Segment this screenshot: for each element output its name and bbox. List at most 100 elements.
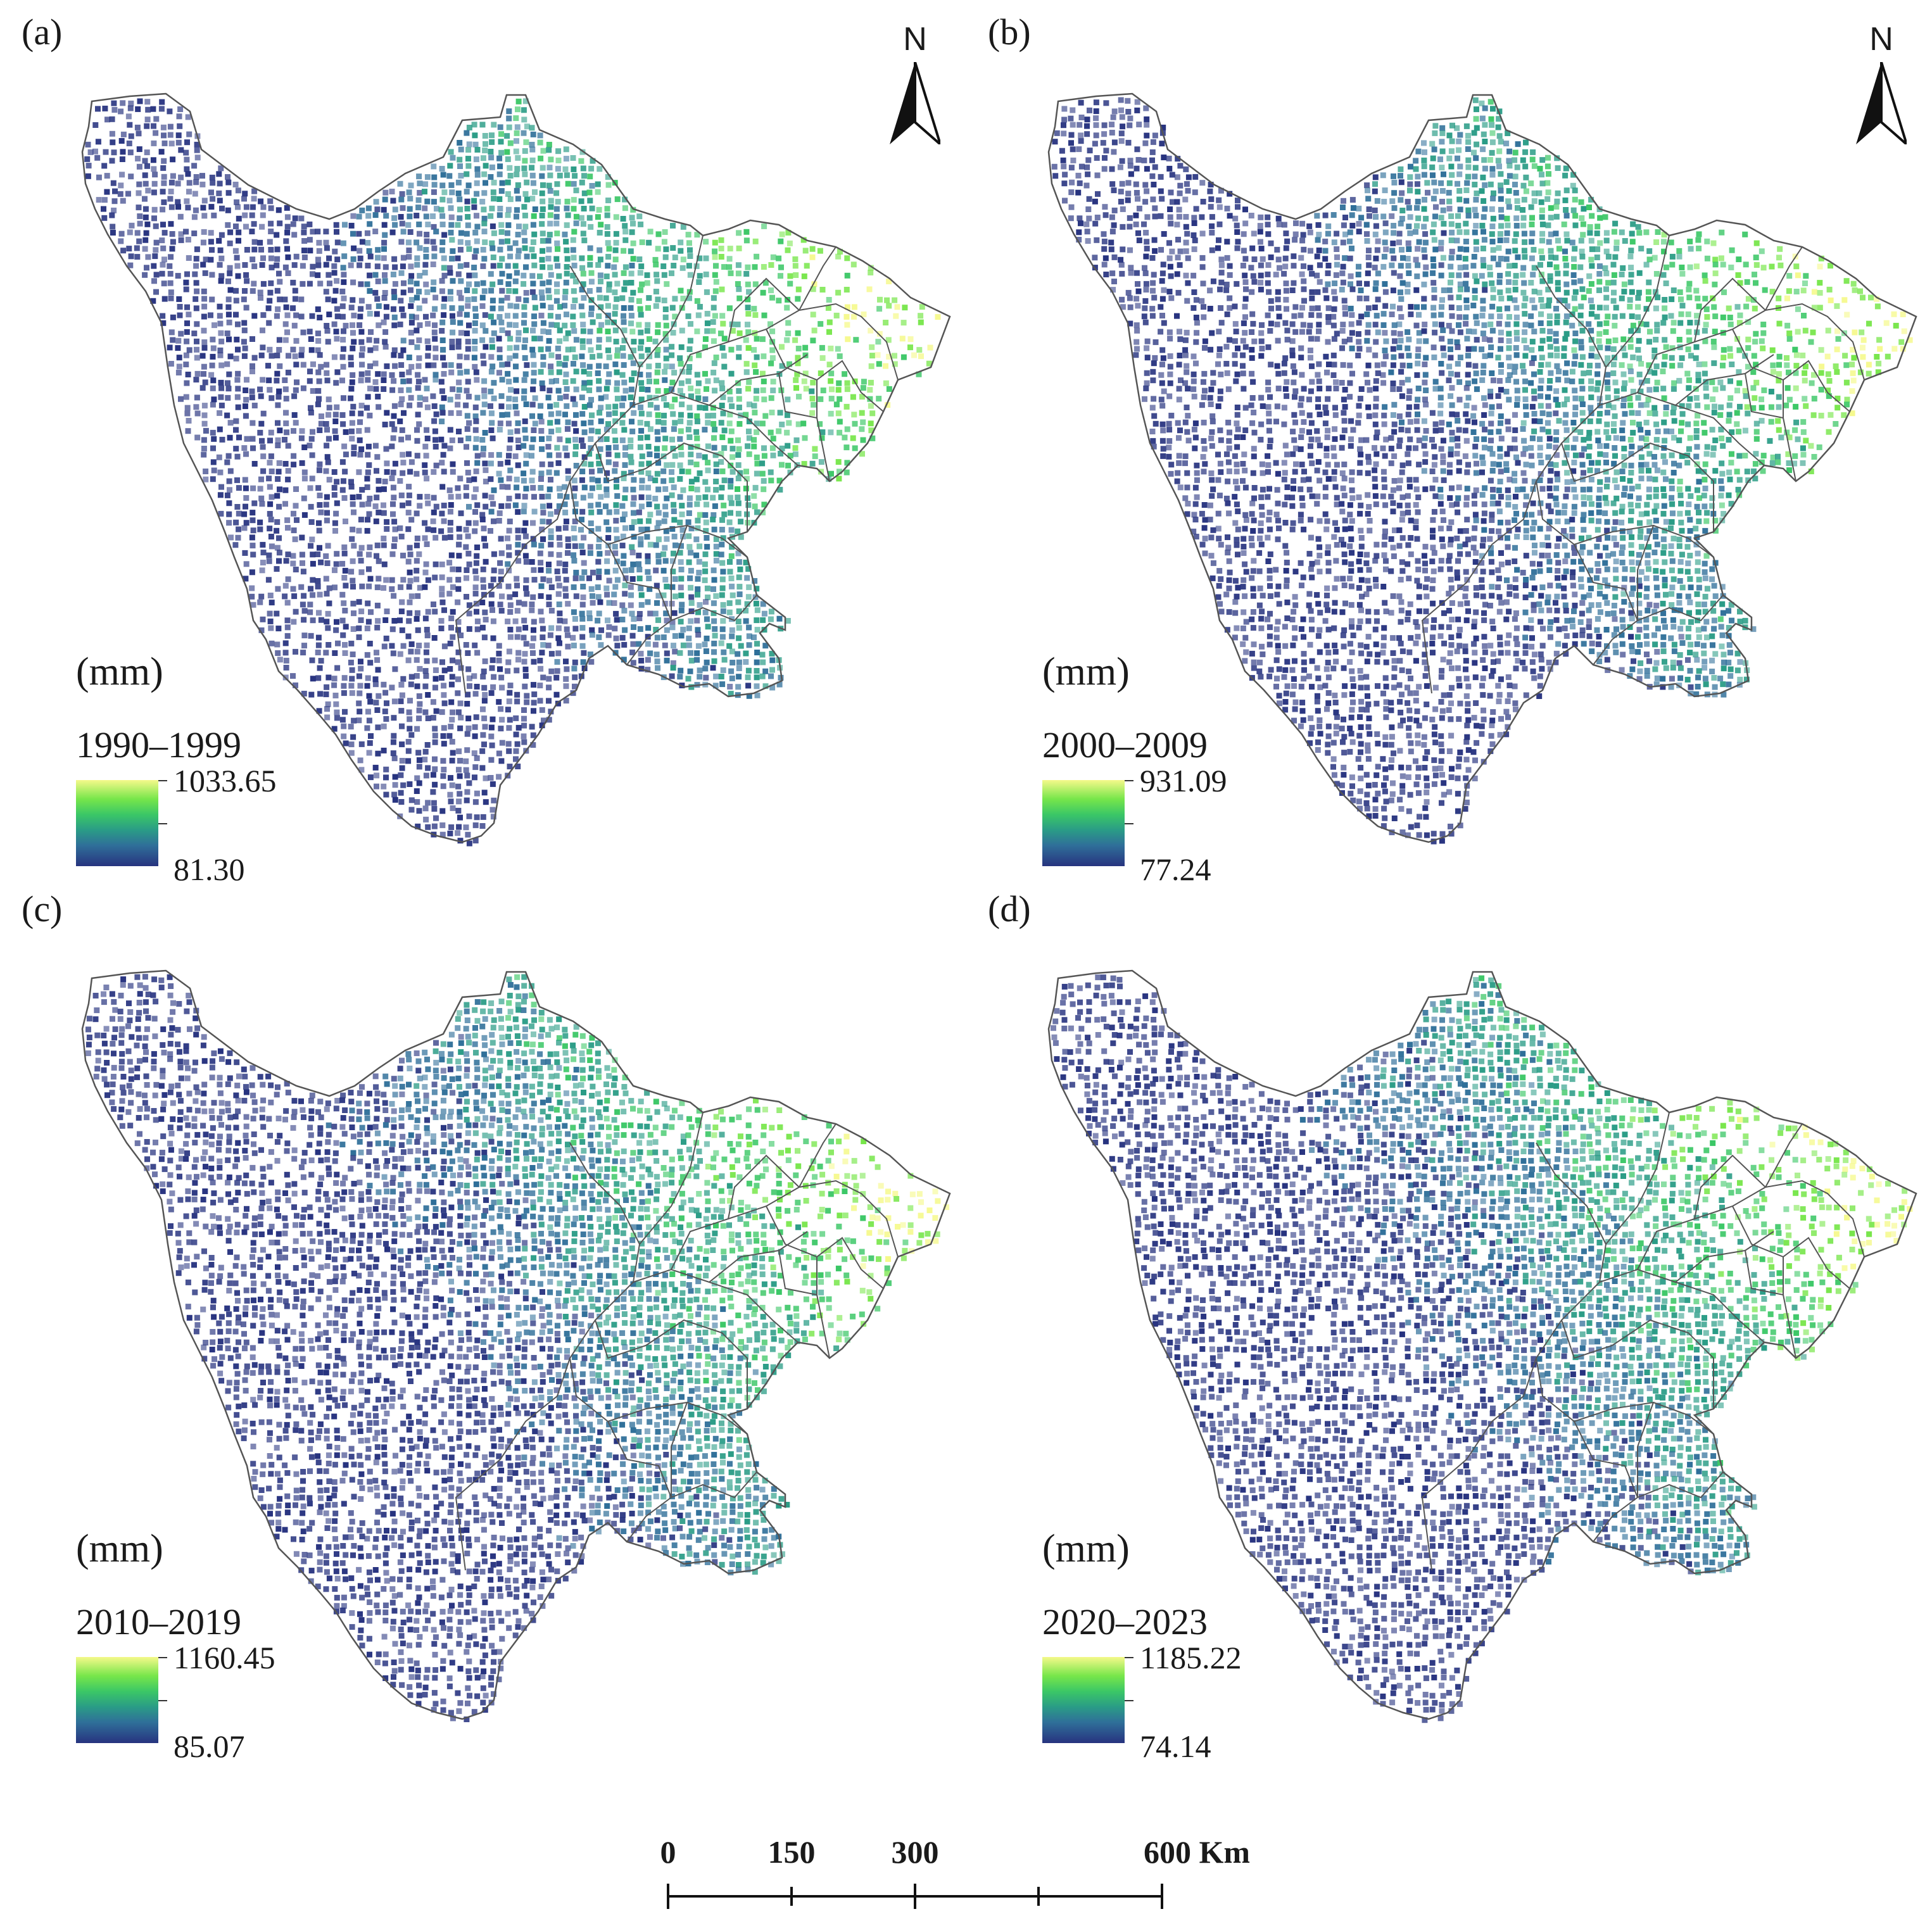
raster-cell xyxy=(762,280,769,286)
raster-cell xyxy=(1496,133,1503,139)
raster-cell xyxy=(366,693,372,699)
raster-cell xyxy=(227,353,234,360)
raster-cell xyxy=(1380,172,1386,179)
raster-cell xyxy=(455,709,462,715)
raster-cell xyxy=(604,206,610,212)
raster-cell xyxy=(291,593,298,600)
raster-cell xyxy=(770,436,776,442)
raster-cell xyxy=(1242,206,1248,213)
raster-cell xyxy=(184,271,190,277)
raster-cell xyxy=(341,395,346,401)
raster-cell xyxy=(1522,239,1528,245)
raster-cell xyxy=(274,545,281,551)
raster-cell xyxy=(466,477,472,483)
raster-cell xyxy=(523,401,529,407)
raster-cell xyxy=(694,486,700,493)
raster-cell xyxy=(416,173,422,180)
raster-cell xyxy=(225,304,232,310)
raster-cell xyxy=(249,256,256,263)
raster-cell xyxy=(340,421,346,427)
raster-cell xyxy=(586,363,593,370)
raster-cell xyxy=(457,476,464,482)
raster-cell xyxy=(1504,230,1510,236)
raster-cell xyxy=(837,429,843,436)
raster-cell xyxy=(655,231,662,237)
raster-cell xyxy=(315,642,322,648)
raster-cell xyxy=(644,420,650,427)
raster-cell xyxy=(178,147,184,153)
raster-cell xyxy=(450,313,455,319)
raster-cell xyxy=(515,232,521,237)
raster-cell xyxy=(718,674,724,679)
raster-cell xyxy=(726,264,733,270)
raster-cell xyxy=(128,133,134,139)
raster-cell xyxy=(570,272,576,279)
raster-cell xyxy=(145,187,151,194)
raster-cell xyxy=(553,470,560,476)
raster-cell xyxy=(227,270,233,277)
raster-cell xyxy=(275,476,281,482)
raster-cell xyxy=(694,298,700,304)
raster-cell xyxy=(465,156,471,162)
raster-cell xyxy=(1340,205,1346,210)
raster-cell xyxy=(191,331,198,337)
raster-cell xyxy=(735,486,740,492)
raster-cell xyxy=(604,231,610,237)
raster-cell xyxy=(176,363,182,370)
raster-cell xyxy=(323,468,329,474)
raster-cell xyxy=(1481,198,1487,204)
raster-cell xyxy=(408,313,415,320)
raster-cell xyxy=(416,289,422,295)
raster-cell xyxy=(134,230,141,236)
raster-cell xyxy=(754,659,760,665)
raster-cell xyxy=(614,353,621,359)
raster-cell xyxy=(209,272,215,278)
raster-cell xyxy=(1545,189,1551,196)
raster-cell xyxy=(637,420,643,425)
raster-cell xyxy=(712,426,718,432)
raster-cell xyxy=(424,476,430,482)
raster-cell xyxy=(300,569,306,575)
raster-cell xyxy=(498,298,505,304)
raster-cell xyxy=(886,386,892,392)
raster-cell xyxy=(586,575,592,581)
raster-cell xyxy=(636,552,642,558)
raster-cell xyxy=(424,494,431,500)
raster-cell xyxy=(505,361,511,367)
raster-cell xyxy=(405,500,412,507)
raster-cell xyxy=(488,287,495,294)
raster-cell xyxy=(530,732,536,738)
raster-cell xyxy=(315,650,321,655)
raster-cell xyxy=(1109,181,1116,187)
raster-cell xyxy=(628,469,634,476)
raster-cell xyxy=(341,328,346,334)
raster-cell xyxy=(581,404,588,410)
raster-cell xyxy=(1579,215,1585,221)
raster-cell xyxy=(588,520,594,526)
raster-cell xyxy=(400,460,407,466)
raster-cell xyxy=(456,429,462,434)
raster-cell xyxy=(743,650,749,657)
raster-cell xyxy=(233,355,239,362)
raster-cell xyxy=(521,304,527,310)
raster-cell xyxy=(1119,158,1125,164)
raster-cell xyxy=(655,617,661,623)
raster-cell xyxy=(639,477,645,484)
raster-cell xyxy=(309,536,315,543)
raster-cell xyxy=(718,420,724,426)
raster-cell xyxy=(325,674,332,681)
raster-cell xyxy=(331,321,338,327)
raster-cell xyxy=(408,674,415,680)
raster-cell xyxy=(490,576,496,583)
raster-cell xyxy=(405,526,412,532)
raster-cell xyxy=(660,426,667,432)
raster-cell xyxy=(234,504,241,510)
raster-cell xyxy=(274,527,280,534)
raster-cell xyxy=(464,575,469,581)
raster-cell xyxy=(367,221,373,227)
raster-cell xyxy=(331,298,338,304)
raster-cell xyxy=(423,561,429,567)
raster-cell xyxy=(1248,213,1254,218)
raster-cell xyxy=(605,198,612,203)
raster-cell xyxy=(686,355,693,362)
